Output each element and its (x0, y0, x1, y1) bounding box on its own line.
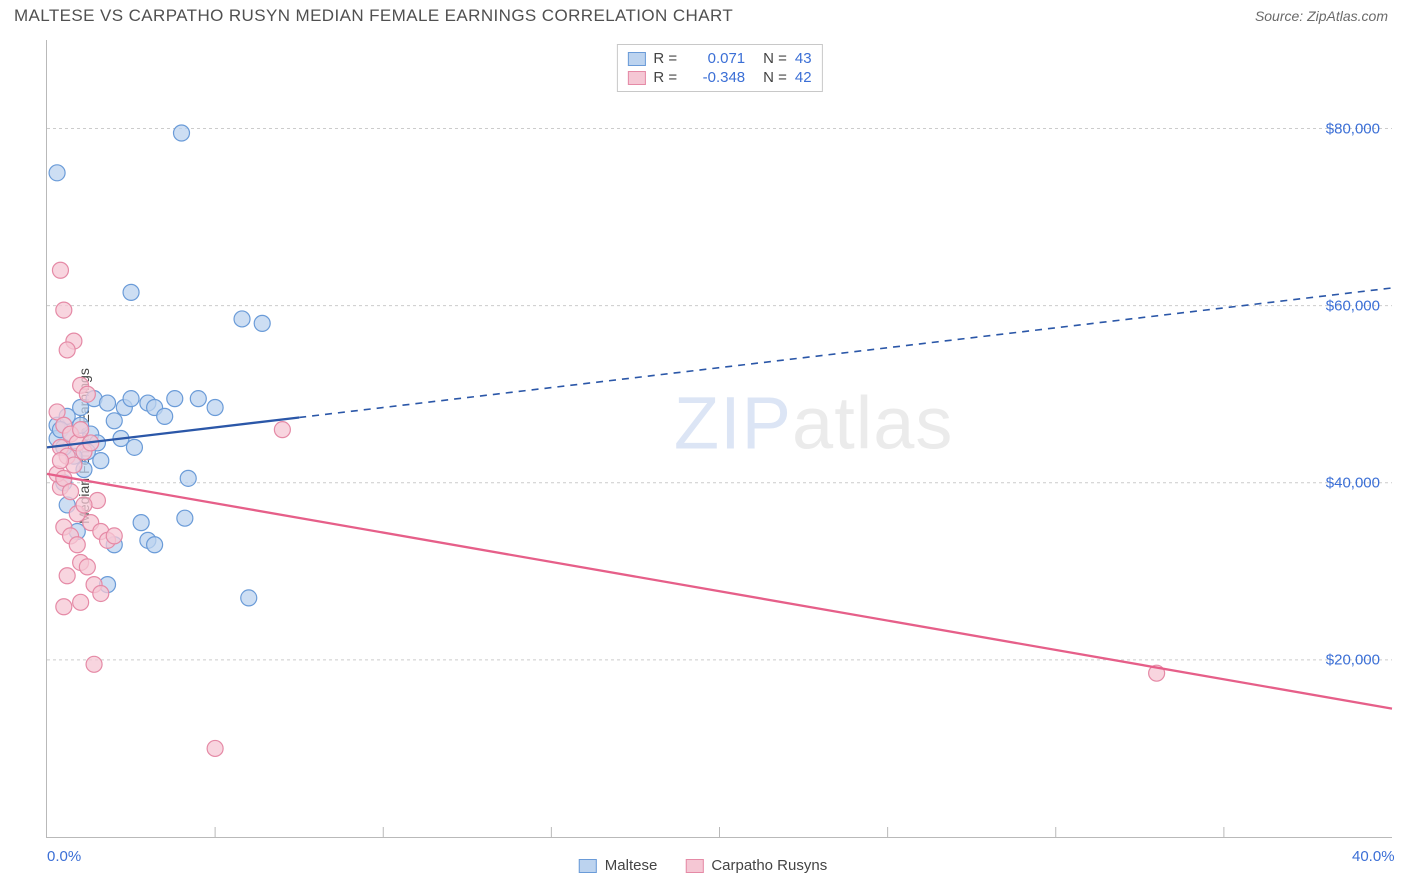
legend-label-1: Carpatho Rusyns (711, 857, 827, 874)
swatch-series-1 (627, 71, 645, 85)
y-tick-label: $80,000 (1326, 120, 1380, 137)
r-label: R = (653, 69, 677, 86)
legend-label-0: Maltese (605, 857, 658, 874)
x-tick-label: 40.0% (1352, 848, 1395, 865)
n-value-1: 42 (795, 69, 812, 86)
legend-row-series-0: R = 0.071 N = 43 (627, 49, 811, 68)
r-value-0: 0.071 (685, 50, 745, 67)
legend-row-series-1: R = -0.348 N = 42 (627, 68, 811, 87)
y-tick-label: $60,000 (1326, 297, 1380, 314)
series-legend: Maltese Carpatho Rusyns (579, 857, 827, 874)
n-label: N = (763, 69, 787, 86)
plot-area: ZIPatlas R = 0.071 N = 43 R = -0.348 N =… (46, 40, 1392, 838)
x-tick-label: 0.0% (47, 848, 81, 865)
scatter-chart (47, 40, 1392, 837)
swatch-series-0 (627, 52, 645, 66)
chart-title: MALTESE VS CARPATHO RUSYN MEDIAN FEMALE … (14, 6, 733, 26)
r-label: R = (653, 50, 677, 67)
y-tick-label: $20,000 (1326, 651, 1380, 668)
swatch-maltese (579, 859, 597, 873)
legend-item-0: Maltese (579, 857, 658, 874)
legend-item-1: Carpatho Rusyns (685, 857, 827, 874)
n-label: N = (763, 50, 787, 67)
n-value-0: 43 (795, 50, 812, 67)
correlation-legend: R = 0.071 N = 43 R = -0.348 N = 42 (616, 44, 822, 92)
r-value-1: -0.348 (685, 69, 745, 86)
source-credit: Source: ZipAtlas.com (1255, 8, 1388, 24)
swatch-carpatho (685, 859, 703, 873)
y-tick-label: $40,000 (1326, 474, 1380, 491)
